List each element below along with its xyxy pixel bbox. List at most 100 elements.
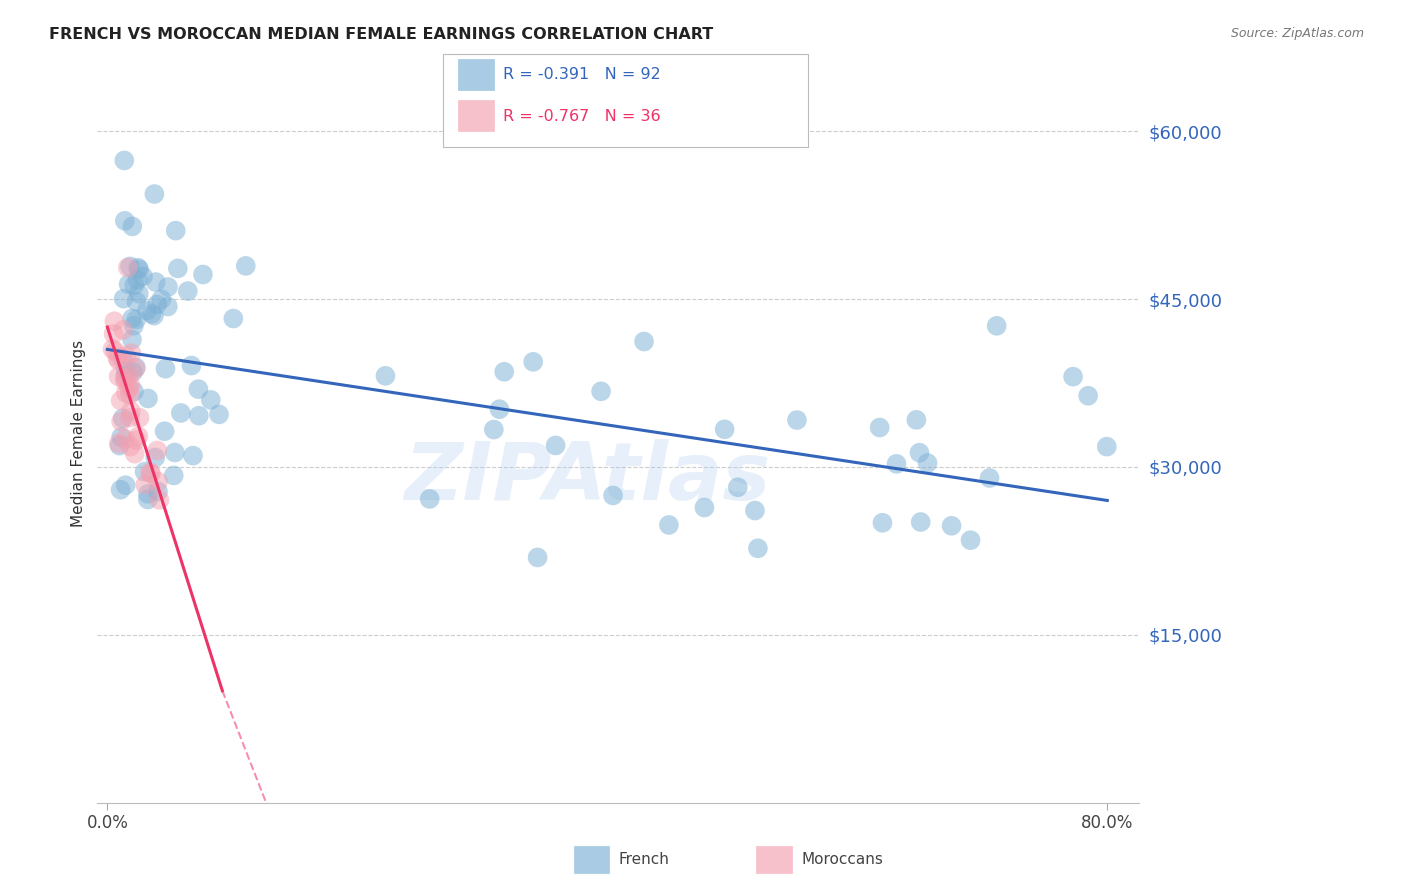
Point bbox=[122, 318, 145, 333]
Point bbox=[120, 440, 142, 454]
Point bbox=[744, 503, 766, 517]
Point bbox=[111, 351, 134, 366]
Point bbox=[127, 260, 149, 275]
Point bbox=[122, 365, 145, 379]
Point bbox=[905, 413, 928, 427]
Point bbox=[120, 346, 142, 360]
Point bbox=[136, 392, 159, 406]
Point bbox=[747, 541, 769, 556]
Point bbox=[374, 368, 396, 383]
Point bbox=[419, 491, 441, 506]
Point bbox=[786, 413, 808, 427]
Point bbox=[112, 292, 135, 306]
Point bbox=[107, 351, 129, 365]
Point bbox=[114, 371, 136, 385]
Point bbox=[145, 275, 167, 289]
Point bbox=[191, 268, 214, 282]
Point bbox=[117, 277, 139, 292]
Text: Moroccans: Moroccans bbox=[801, 853, 883, 867]
Point bbox=[117, 260, 139, 275]
Point bbox=[181, 449, 204, 463]
Point bbox=[120, 379, 142, 393]
Point bbox=[115, 349, 138, 363]
Point bbox=[128, 410, 150, 425]
Point bbox=[143, 309, 166, 323]
Point bbox=[107, 353, 129, 368]
Y-axis label: Median Female Earnings: Median Female Earnings bbox=[72, 340, 86, 527]
Point bbox=[727, 480, 749, 494]
Point bbox=[602, 488, 624, 502]
Point bbox=[187, 382, 209, 396]
Point bbox=[114, 478, 136, 492]
Point bbox=[128, 286, 150, 301]
Point bbox=[120, 404, 142, 418]
Point bbox=[143, 450, 166, 465]
Point bbox=[110, 393, 132, 408]
Point bbox=[482, 423, 505, 437]
Point bbox=[869, 420, 891, 434]
Point bbox=[104, 344, 127, 359]
Point bbox=[127, 273, 149, 287]
Point bbox=[146, 484, 169, 499]
Text: R = -0.391   N = 92: R = -0.391 N = 92 bbox=[503, 67, 661, 82]
Point bbox=[959, 533, 981, 548]
Point bbox=[125, 360, 148, 375]
Point bbox=[110, 414, 132, 428]
Point bbox=[121, 333, 143, 347]
Point bbox=[1062, 369, 1084, 384]
Point bbox=[112, 323, 135, 337]
Point bbox=[103, 314, 125, 328]
Point bbox=[713, 422, 735, 436]
Point bbox=[120, 410, 142, 425]
Point bbox=[118, 380, 141, 394]
Point bbox=[163, 468, 186, 483]
Point bbox=[170, 406, 193, 420]
Point bbox=[112, 153, 135, 168]
Point bbox=[132, 269, 155, 284]
Point bbox=[1077, 389, 1099, 403]
Point bbox=[114, 369, 136, 384]
Point bbox=[128, 262, 150, 277]
Point bbox=[526, 550, 548, 565]
Point bbox=[118, 368, 141, 382]
Text: R = -0.767   N = 36: R = -0.767 N = 36 bbox=[503, 109, 661, 124]
Point bbox=[114, 432, 136, 446]
Point bbox=[150, 292, 173, 306]
Point bbox=[118, 387, 141, 401]
Point bbox=[103, 326, 125, 341]
Point bbox=[124, 447, 146, 461]
Point bbox=[693, 500, 716, 515]
Point bbox=[107, 436, 129, 450]
Point bbox=[544, 438, 567, 452]
Point bbox=[156, 280, 179, 294]
Point bbox=[122, 384, 145, 399]
Text: Source: ZipAtlas.com: Source: ZipAtlas.com bbox=[1230, 27, 1364, 40]
Point bbox=[134, 477, 156, 491]
Point bbox=[121, 219, 143, 234]
Point bbox=[208, 408, 231, 422]
Text: ZIPAtlas: ZIPAtlas bbox=[404, 439, 770, 516]
Text: French: French bbox=[619, 853, 669, 867]
Point bbox=[134, 465, 156, 479]
Point bbox=[139, 466, 162, 480]
Point bbox=[121, 311, 143, 326]
Point bbox=[522, 355, 544, 369]
Point bbox=[118, 260, 141, 274]
Point bbox=[917, 456, 939, 470]
Point bbox=[125, 294, 148, 309]
Point bbox=[156, 300, 179, 314]
Point bbox=[125, 312, 148, 326]
Point bbox=[886, 457, 908, 471]
Point bbox=[135, 303, 157, 318]
Point bbox=[136, 492, 159, 507]
Point bbox=[180, 359, 202, 373]
Point bbox=[200, 392, 222, 407]
Point bbox=[222, 311, 245, 326]
Point bbox=[488, 402, 510, 417]
Point bbox=[146, 475, 169, 489]
Point bbox=[155, 361, 177, 376]
Point bbox=[107, 369, 129, 384]
Point bbox=[910, 515, 932, 529]
Point bbox=[165, 224, 187, 238]
Point bbox=[146, 297, 169, 311]
